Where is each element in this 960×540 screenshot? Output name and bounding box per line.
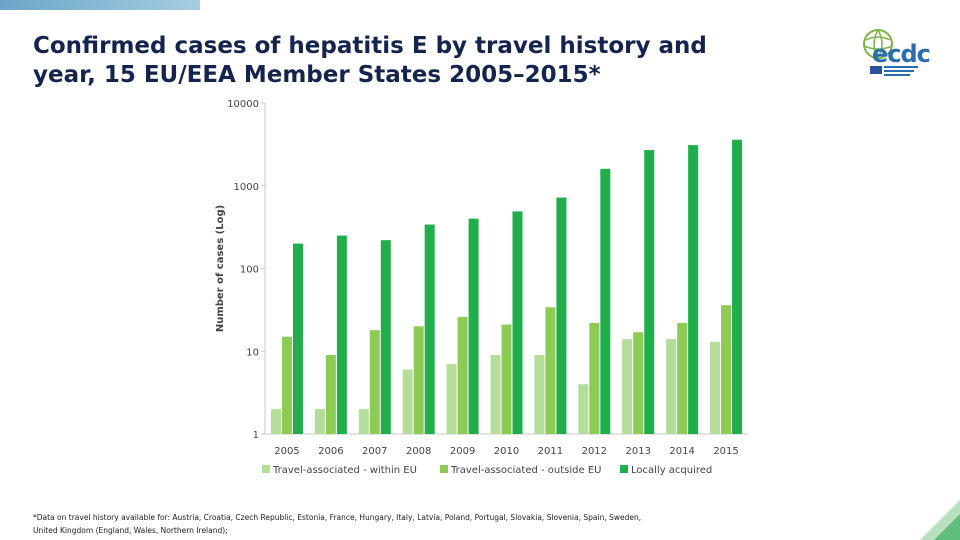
bar-3-2010 bbox=[512, 211, 523, 434]
x-tick-label: 2007 bbox=[362, 446, 387, 457]
bar-2-2005 bbox=[281, 336, 292, 434]
x-tick-label: 2005 bbox=[274, 446, 299, 457]
bar-1-2014 bbox=[666, 339, 677, 434]
x-tick-label: 2012 bbox=[582, 446, 607, 457]
bar-2-2006 bbox=[325, 355, 336, 434]
bar-2-2009 bbox=[457, 316, 468, 434]
footnote-line-1: *Data on travel history available for: A… bbox=[33, 513, 642, 522]
ecdc-logo-icon bbox=[863, 29, 918, 76]
bar-3-2005 bbox=[292, 243, 303, 434]
bar-1-2015 bbox=[710, 341, 721, 434]
legend-swatch-2 bbox=[440, 465, 448, 473]
top-accent-bar bbox=[0, 0, 200, 10]
bar-1-2008 bbox=[402, 369, 413, 434]
bar-2-2012 bbox=[589, 322, 600, 434]
y-axis-label: Number of cases (Log) bbox=[215, 205, 226, 332]
corner-decoration bbox=[920, 500, 960, 540]
footnote-line-2: United Kingdom (England, Wales, Northern… bbox=[33, 526, 228, 535]
x-tick-label: 2006 bbox=[318, 446, 343, 457]
legend-swatch-1 bbox=[262, 465, 270, 473]
bar-1-2013 bbox=[622, 339, 633, 434]
bar-3-2014 bbox=[688, 145, 699, 434]
bar-2-2013 bbox=[633, 332, 644, 434]
bar-1-2010 bbox=[490, 355, 501, 434]
slide-title-line-1: Confirmed cases of hepatitis E by travel… bbox=[33, 33, 707, 59]
y-tick-label: 100 bbox=[240, 265, 259, 276]
x-tick-label: 2013 bbox=[626, 446, 651, 457]
y-tick-label: 1000 bbox=[234, 182, 259, 193]
logo-wordmark: ecdc bbox=[872, 40, 931, 68]
bar-1-2012 bbox=[578, 384, 589, 434]
bar-2-2007 bbox=[369, 330, 380, 434]
x-tick-label: 2011 bbox=[538, 446, 563, 457]
legend-swatch-3 bbox=[620, 465, 628, 473]
bar-3-2013 bbox=[644, 150, 655, 435]
legend-label-2: Travel-associated - outside EU bbox=[450, 465, 601, 476]
x-tick-label: 2014 bbox=[669, 446, 694, 457]
legend-label-3: Locally acquired bbox=[631, 465, 712, 476]
x-tick-label: 2015 bbox=[713, 446, 738, 457]
bar-2-2015 bbox=[721, 305, 732, 434]
slide-title: Confirmed cases of hepatitis E by travel… bbox=[33, 32, 793, 90]
bar-3-2012 bbox=[600, 168, 611, 434]
bar-3-2006 bbox=[336, 235, 347, 434]
bar-3-2007 bbox=[380, 240, 391, 434]
bar-1-2011 bbox=[534, 355, 545, 434]
bar-2-2008 bbox=[413, 326, 424, 434]
bar-3-2009 bbox=[468, 218, 479, 434]
bar-1-2005 bbox=[270, 409, 281, 434]
legend-label-1: Travel-associated - within EU bbox=[272, 465, 417, 476]
bar-3-2015 bbox=[732, 139, 743, 434]
y-tick-label: 10 bbox=[246, 347, 259, 358]
slide-title-line-2: year, 15 EU/EEA Member States 2005–2015* bbox=[33, 62, 601, 88]
bar-1-2009 bbox=[446, 364, 457, 434]
y-tick-label: 10000 bbox=[227, 99, 259, 110]
footnote: *Data on travel history available for: A… bbox=[33, 511, 733, 537]
bar-2-2010 bbox=[501, 324, 512, 434]
y-tick-label: 1 bbox=[253, 430, 259, 441]
bar-1-2007 bbox=[358, 409, 369, 434]
x-tick-label: 2010 bbox=[494, 446, 519, 457]
bar-1-2006 bbox=[314, 409, 325, 434]
bar-3-2008 bbox=[424, 224, 435, 434]
bar-2-2014 bbox=[677, 322, 688, 434]
bar-3-2011 bbox=[556, 197, 567, 434]
x-tick-label: 2009 bbox=[450, 446, 475, 457]
x-tick-label: 2008 bbox=[406, 446, 431, 457]
bar-2-2011 bbox=[545, 307, 556, 434]
